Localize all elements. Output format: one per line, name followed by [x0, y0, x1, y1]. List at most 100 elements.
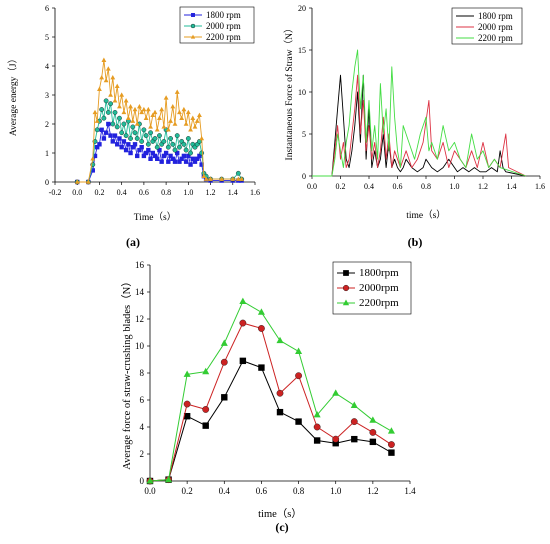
data-point-series-1: [295, 418, 302, 425]
data-point-series-2: [313, 423, 321, 431]
data-point-series-3: [332, 389, 340, 396]
y-tick-label: 4: [45, 62, 49, 71]
x-tick-label: 0.0: [307, 182, 317, 191]
data-point-series-1: [126, 142, 131, 147]
data-point-series-3: [152, 109, 158, 115]
data-point-series-1: [170, 156, 175, 161]
data-point-series-1: [186, 153, 191, 159]
data-point-series-1: [130, 145, 135, 150]
panel-label: (b): [408, 235, 423, 249]
data-point-series-2: [119, 130, 125, 136]
data-point-series-3: [141, 106, 147, 112]
series-line-3: [312, 49, 526, 177]
data-point-series-1: [95, 145, 100, 150]
data-point-series-1: [199, 162, 204, 167]
data-point-series-1: [369, 438, 377, 446]
data-point-series-3: [161, 124, 167, 129]
data-point-series-3: [108, 92, 113, 97]
x-tick-label: 0.6: [139, 188, 149, 197]
data-point-series-1: [202, 422, 209, 429]
data-point-series-3: [168, 118, 173, 123]
data-point-series-3: [219, 176, 225, 181]
data-point-series-3: [97, 86, 102, 91]
y-tick-label: 2: [45, 120, 49, 129]
data-point-series-2: [199, 150, 205, 156]
x-tick-label: 0.4: [219, 486, 231, 496]
data-point-series-2: [143, 133, 149, 139]
legend-marker-1: [343, 270, 349, 276]
data-point-series-3: [148, 124, 153, 129]
x-tick-label: -0.2: [49, 188, 62, 197]
data-point-series-1: [183, 413, 191, 420]
data-point-series-2: [165, 144, 171, 150]
data-point-series-1: [110, 139, 115, 144]
x-tick-label: 1.0: [450, 182, 460, 191]
data-point-series-2: [369, 428, 377, 436]
data-point-series-3: [295, 347, 303, 354]
data-point-series-1: [157, 147, 162, 153]
data-point-series-2: [183, 147, 189, 153]
data-point-series-1: [192, 159, 198, 164]
data-point-series-1: [137, 147, 142, 153]
legend-label-1: 1800 rpm: [206, 10, 241, 20]
data-point-series-1: [106, 121, 111, 127]
data-point-series-1: [115, 142, 120, 147]
data-point-series-3: [194, 118, 200, 123]
data-point-series-3: [143, 115, 149, 120]
data-point-series-3: [163, 95, 169, 100]
data-point-series-1: [143, 150, 149, 156]
data-point-series-3: [183, 370, 191, 377]
legend-marker-2: [342, 284, 350, 292]
x-tick-label: 0.0: [72, 188, 82, 197]
y-tick-label: 6: [45, 4, 49, 13]
data-point-series-1: [112, 133, 118, 138]
data-point-series-3: [85, 179, 91, 184]
y-axis-title: Average force of straw-crushing blades（N…: [121, 276, 133, 469]
data-point-series-3: [74, 179, 80, 184]
data-point-series-3: [165, 475, 173, 483]
data-point-series-2: [130, 124, 136, 130]
data-point-series-2: [101, 115, 107, 121]
legend-label-2: 2000 rpm: [206, 21, 241, 31]
data-point-series-2: [108, 101, 113, 107]
data-point-series-3: [146, 477, 154, 484]
data-point-series-1: [117, 136, 122, 141]
data-point-series-3: [110, 74, 116, 80]
y-tick-label: 3: [45, 91, 49, 100]
y-axis-title: Average energy（J）: [7, 54, 19, 136]
data-point-series-1: [92, 153, 98, 159]
data-point-series-3: [257, 308, 265, 315]
y-axis-title: Instantaneous Force of Straw（N）: [283, 24, 295, 161]
data-point-series-3: [387, 427, 395, 434]
data-point-series-2: [110, 121, 116, 127]
data-point-series-1: [139, 145, 144, 150]
data-point-series-3: [112, 98, 118, 103]
data-point-series-3: [202, 367, 210, 375]
data-point-series-2: [235, 170, 241, 176]
data-point-series-1: [121, 139, 127, 144]
series-line-3: [149, 300, 392, 482]
data-point-series-2: [114, 124, 120, 130]
x-tick-label: 1.0: [183, 188, 193, 197]
legend-marker-2: [190, 23, 196, 29]
series-line-1: [77, 123, 242, 183]
data-point-series-3: [125, 115, 131, 120]
data-point-series-1: [108, 133, 113, 138]
y-tick-label: 8: [140, 368, 145, 378]
data-point-series-3: [197, 112, 202, 118]
data-point-series-1: [351, 435, 358, 443]
x-tick-label: 0.6: [393, 182, 403, 191]
data-point-series-3: [132, 106, 138, 112]
data-point-series-3: [90, 156, 96, 161]
data-point-series-3: [208, 176, 213, 181]
data-point-series-3: [114, 83, 120, 89]
x-tick-label: 0.2: [336, 182, 346, 191]
data-point-series-2: [141, 127, 147, 133]
data-point-series-1: [150, 150, 155, 156]
data-point-series-1: [90, 168, 95, 173]
data-point-series-2: [105, 110, 111, 115]
data-point-series-3: [137, 103, 142, 109]
data-point-series-3: [188, 127, 193, 132]
x-tick-label: 1.6: [535, 182, 545, 191]
